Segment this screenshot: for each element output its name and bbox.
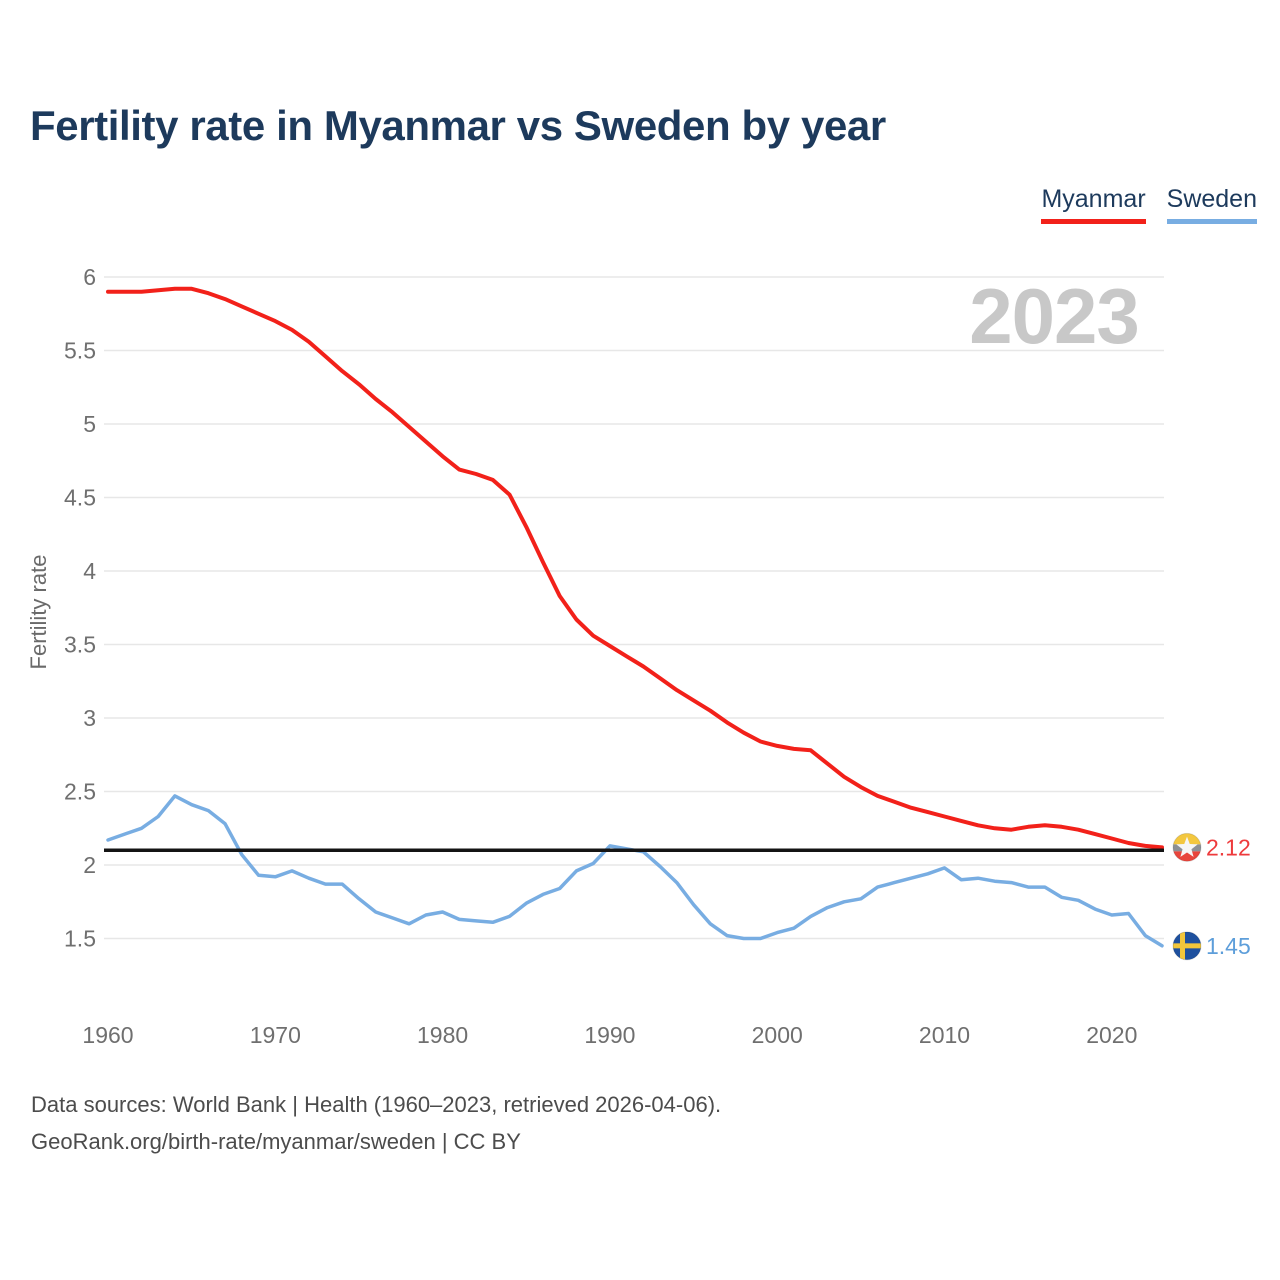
sweden-line: [106, 794, 1164, 948]
chart-title: Fertility rate in Myanmar vs Sweden by y…: [30, 102, 886, 149]
myanmar-flag-icon: [1173, 833, 1201, 862]
legend: Myanmar Sweden: [1041, 186, 1257, 225]
x-tick-label: 2020: [1086, 1022, 1137, 1048]
sweden-value-label: 1.45: [1206, 933, 1251, 959]
y-tick-label: 6: [83, 264, 96, 290]
y-tick-label: 2.5: [64, 779, 96, 805]
legend-item-myanmar[interactable]: Myanmar: [1041, 186, 1146, 225]
y-tick-label: 5.5: [64, 338, 96, 364]
y-tick-label: 1.5: [64, 926, 96, 952]
myanmar-value-label: 2.12: [1206, 834, 1251, 860]
y-tick-label: 3: [83, 705, 96, 731]
y-tick-label: 3.5: [64, 632, 96, 658]
myanmar-line: [106, 286, 1164, 850]
x-tick-label: 1960: [82, 1022, 133, 1048]
x-tick-label: 2010: [919, 1022, 970, 1048]
y-axis-title: Fertility rate: [26, 555, 51, 670]
x-tick-label: 1970: [250, 1022, 301, 1048]
x-tick-label: 1990: [584, 1022, 635, 1048]
y-tick-label: 2: [83, 852, 96, 878]
sweden-flag-icon: [1173, 931, 1201, 960]
y-tick-label: 4.5: [64, 485, 96, 511]
x-tick-label: 2000: [752, 1022, 803, 1048]
y-tick-label: 4: [83, 558, 96, 584]
legend-item-sweden[interactable]: Sweden: [1166, 186, 1257, 225]
y-tick-label: 5: [83, 411, 96, 437]
footer-sources-line: Data sources: World Bank | Health (1960–…: [31, 1092, 722, 1117]
watermark-year: 2023: [969, 272, 1139, 360]
footer-attribution-line: GeoRank.org/birth-rate/myanmar/sweden | …: [31, 1129, 521, 1154]
x-tick-label: 1980: [417, 1022, 468, 1048]
footer: Data sources: World Bank | Health (1960–…: [31, 1086, 721, 1160]
